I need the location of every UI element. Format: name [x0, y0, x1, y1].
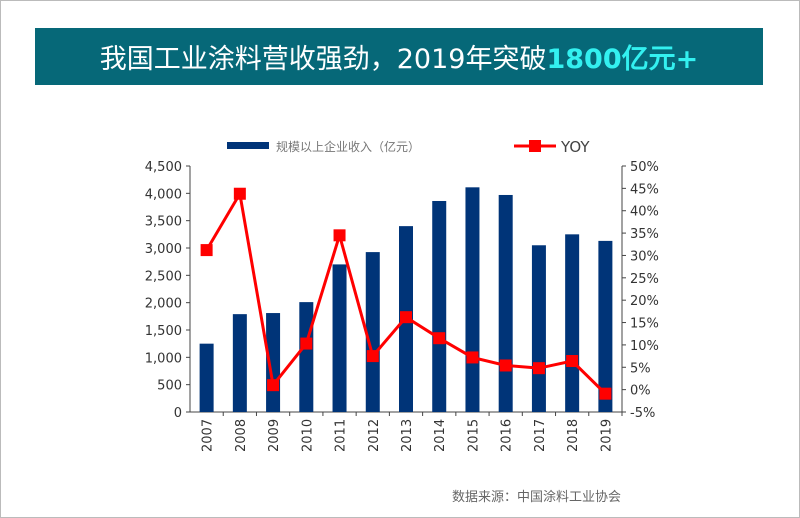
yoy-marker	[300, 337, 313, 350]
x-tick-label: 2017	[533, 419, 548, 452]
x-tick-label: 2018	[566, 419, 581, 452]
yoy-marker	[466, 351, 479, 364]
legend-bar-label: 规模以上企业收入（亿元）	[276, 139, 420, 154]
left-tick-label: 4,500	[145, 160, 182, 175]
bar	[465, 187, 480, 412]
yoy-marker	[532, 362, 545, 375]
left-tick-label: 1,500	[145, 324, 182, 339]
right-tick-label: 20%	[630, 294, 659, 309]
legend-bar-swatch	[227, 142, 269, 149]
right-tick-label: 5%	[630, 361, 651, 376]
yoy-marker	[400, 311, 412, 324]
right-tick-label: 0%	[630, 384, 651, 399]
legend-line-marker	[529, 140, 541, 152]
x-tick-label: 2011	[334, 419, 349, 452]
bar	[498, 194, 513, 412]
left-tick-label: 2,500	[145, 269, 182, 284]
bar	[565, 234, 580, 412]
bar	[598, 240, 613, 412]
source-note: 数据来源：中国涂料工业协会	[452, 490, 622, 505]
title-banner: 我国工业涂料营收强劲，2019年突破 1800亿元+	[35, 28, 763, 85]
left-tick-label: 500	[157, 379, 182, 394]
legend-line-label: YOY	[560, 138, 590, 156]
right-tick-label: 40%	[630, 205, 659, 220]
left-tick-label: 2,000	[145, 297, 182, 312]
left-tick-label: 3,500	[145, 215, 182, 230]
x-tick-label: 2019	[599, 419, 614, 452]
yoy-marker	[333, 229, 346, 242]
title-highlight: 1800亿元+	[546, 44, 699, 75]
bar	[299, 302, 314, 412]
bar	[432, 200, 447, 412]
x-tick-label: 2014	[433, 419, 448, 452]
x-tick-label: 2007	[201, 419, 216, 452]
yoy-marker	[233, 187, 246, 200]
yoy-marker	[366, 350, 379, 363]
right-tick-label: 25%	[630, 272, 659, 287]
yoy-marker	[200, 244, 213, 257]
x-tick-label: 2013	[400, 419, 415, 452]
yoy-marker	[566, 355, 579, 368]
right-tick-label: 50%	[630, 160, 659, 175]
bar	[332, 264, 347, 412]
left-tick-label: 0	[174, 406, 182, 421]
x-tick-label: 2016	[500, 419, 515, 452]
x-tick-label: 2010	[300, 419, 315, 452]
bar	[531, 245, 546, 412]
x-tick-label: 2008	[234, 419, 249, 452]
yoy-marker	[433, 332, 446, 345]
title-text: 我国工业涂料营收强劲，2019年突破	[99, 44, 547, 75]
right-tick-label: 45%	[630, 182, 659, 197]
bar	[199, 343, 214, 412]
right-tick-label: -5%	[630, 406, 655, 421]
right-tick-label: 30%	[630, 249, 659, 264]
bar	[232, 314, 247, 412]
left-tick-label: 3,000	[145, 242, 182, 257]
right-tick-label: 35%	[630, 227, 659, 242]
yoy-marker	[499, 359, 512, 372]
x-tick-label: 2012	[367, 419, 382, 452]
right-tick-label: 15%	[630, 317, 659, 332]
right-tick-label: 10%	[630, 339, 659, 354]
left-tick-label: 4,000	[145, 187, 182, 202]
yoy-marker	[267, 379, 280, 392]
yoy-marker	[599, 387, 612, 400]
left-tick-label: 1,000	[145, 351, 182, 366]
x-tick-label: 2015	[466, 419, 481, 452]
x-tick-label: 2009	[267, 419, 282, 452]
bar	[365, 252, 380, 412]
